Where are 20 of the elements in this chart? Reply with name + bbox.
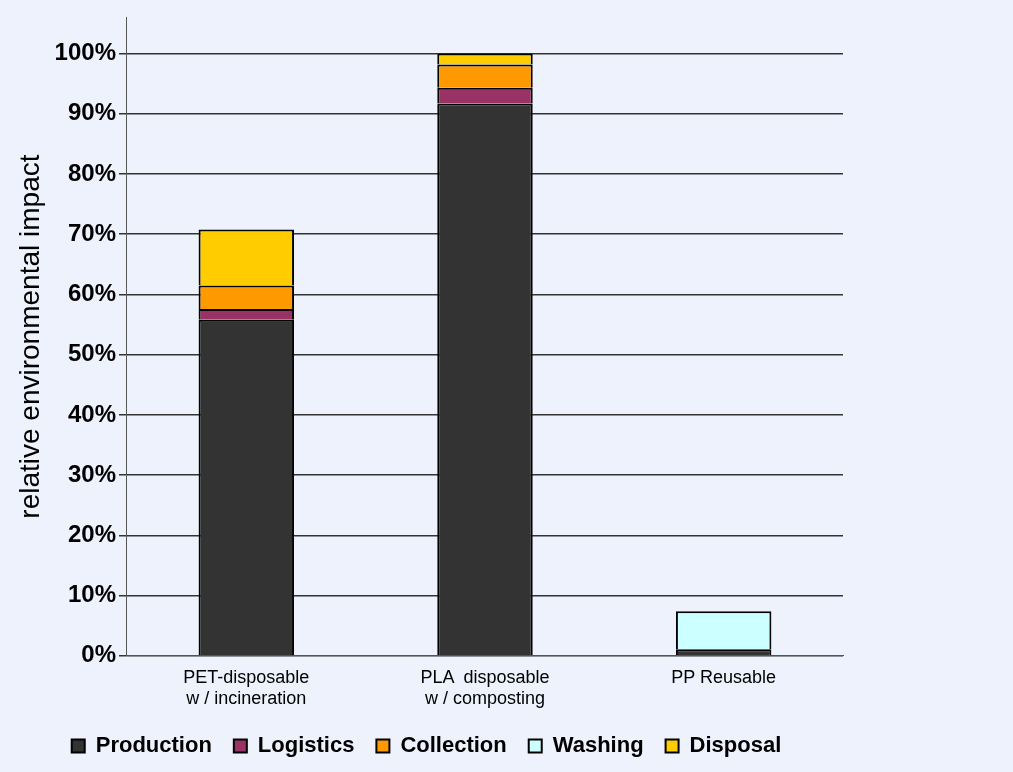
y-tick-label: 100%: [54, 38, 116, 66]
legend-label: Collection: [400, 732, 507, 758]
y-tick-label: 50%: [67, 339, 116, 367]
y-tick-label: 10%: [67, 580, 116, 608]
x-tick-label: PET-disposable w / incineration: [183, 666, 310, 709]
y-axis-title: relative environmental impact: [13, 154, 45, 519]
y-tick-label: 20%: [67, 519, 116, 547]
legend-label: Washing: [552, 732, 644, 758]
y-tick-label: 80%: [67, 158, 116, 186]
legend-label: Logistics: [257, 732, 355, 758]
legend-label: Disposal: [689, 732, 782, 758]
y-tick-label: 40%: [67, 399, 116, 427]
x-tick-label: PP Reusable: [671, 666, 777, 687]
legend-label: Production: [95, 732, 212, 758]
y-tick-label: 90%: [67, 98, 116, 126]
y-tick-label: 30%: [67, 459, 116, 487]
y-tick-label: 60%: [67, 279, 116, 307]
x-tick-label: PLA disposable w / composting: [420, 666, 550, 709]
y-tick-label: 0%: [81, 640, 116, 668]
y-tick-label: 70%: [67, 218, 116, 246]
